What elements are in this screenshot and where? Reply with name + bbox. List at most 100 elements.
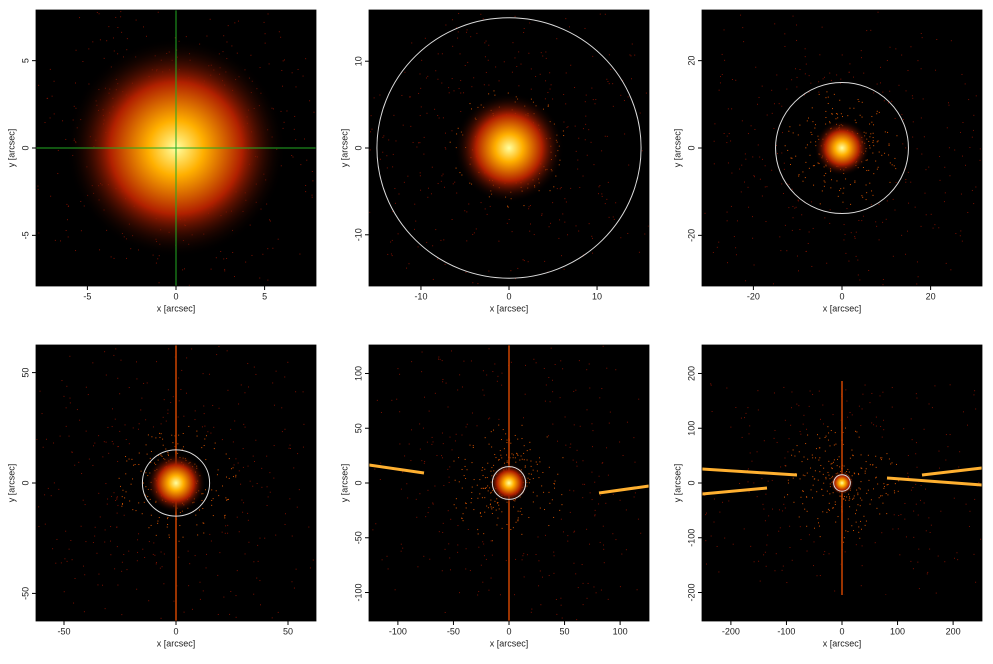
noise-pixel [209, 18, 211, 20]
noise-pixel [247, 519, 249, 521]
noise-pixel [973, 553, 975, 555]
noise-pixel [855, 544, 857, 546]
noise-pixel [731, 172, 733, 174]
noise-pixel [825, 478, 827, 480]
noise-pixel [831, 468, 833, 470]
noise-pixel [601, 388, 603, 390]
noise-pixel [592, 446, 594, 448]
noise-pixel [711, 411, 713, 413]
noise-pixel [799, 526, 801, 528]
noise-pixel [885, 594, 887, 596]
noise-pixel [779, 527, 781, 529]
noise-pixel [853, 530, 855, 532]
noise-pixel [786, 582, 788, 584]
noise-pixel [427, 187, 429, 189]
noise-pixel [586, 528, 588, 530]
noise-pixel [116, 498, 118, 500]
noise-pixel [42, 446, 44, 448]
noise-pixel [791, 559, 793, 561]
noise-pixel [529, 205, 531, 207]
noise-pixel [578, 137, 580, 139]
noise-pixel [205, 489, 207, 491]
noise-pixel [236, 570, 238, 572]
noise-pixel [203, 405, 205, 407]
noise-pixel [230, 428, 232, 430]
noise-pixel [235, 474, 237, 476]
noise-pixel [471, 462, 473, 464]
noise-pixel [221, 439, 223, 441]
noise-pixel [415, 220, 417, 222]
noise-pixel [606, 198, 608, 200]
noise-pixel [759, 156, 761, 158]
noise-pixel [395, 140, 397, 142]
noise-pixel [565, 18, 567, 20]
noise-pixel [73, 602, 75, 604]
noise-pixel [644, 233, 646, 235]
noise-pixel [238, 531, 240, 533]
noise-pixel [506, 523, 508, 525]
noise-pixel [478, 591, 480, 593]
noise-pixel [891, 406, 893, 408]
noise-pixel [455, 167, 457, 169]
noise-pixel [432, 503, 434, 505]
noise-pixel [587, 582, 589, 584]
noise-pixel [399, 411, 401, 413]
noise-pixel [267, 279, 269, 281]
noise-pixel [483, 394, 485, 396]
noise-pixel [521, 458, 523, 460]
noise-pixel [888, 144, 890, 146]
noise-pixel [915, 393, 917, 395]
noise-pixel [884, 152, 886, 154]
noise-pixel [211, 499, 213, 501]
noise-pixel [206, 35, 208, 37]
noise-pixel [379, 478, 381, 480]
noise-pixel [858, 531, 860, 533]
noise-pixel [937, 555, 939, 557]
noise-pixel [434, 108, 436, 110]
noise-pixel [807, 243, 809, 245]
noise-pixel [457, 389, 459, 391]
noise-pixel [500, 454, 502, 456]
noise-pixel [457, 37, 459, 39]
noise-pixel [411, 42, 413, 44]
noise-pixel [87, 394, 89, 396]
noise-pixel [862, 393, 864, 395]
noise-pixel [253, 366, 255, 368]
noise-pixel [861, 565, 863, 567]
noise-pixel [514, 278, 516, 280]
noise-pixel [910, 418, 912, 420]
noise-pixel [975, 186, 977, 188]
noise-pixel [493, 464, 495, 466]
noise-pixel [529, 22, 531, 24]
noise-pixel [589, 543, 591, 545]
noise-pixel [889, 181, 891, 183]
noise-pixel [741, 120, 743, 122]
noise-pixel [819, 54, 821, 56]
noise-pixel [482, 474, 484, 476]
noise-pixel [907, 472, 909, 474]
noise-pixel [465, 548, 467, 550]
noise-pixel [524, 393, 526, 395]
diffraction-streak [921, 466, 983, 477]
noise-pixel [638, 251, 640, 253]
noise-pixel [64, 558, 66, 560]
noise-pixel [834, 432, 836, 434]
noise-pixel [456, 192, 458, 194]
noise-pixel [793, 501, 795, 503]
noise-pixel [829, 72, 831, 74]
noise-pixel [50, 495, 52, 497]
noise-pixel [797, 134, 799, 136]
noise-pixel [799, 431, 801, 433]
noise-pixel [804, 177, 806, 179]
noise-pixel [545, 384, 547, 386]
noise-pixel [878, 497, 880, 499]
noise-pixel [155, 437, 157, 439]
noise-pixel [570, 187, 572, 189]
noise-pixel [792, 477, 794, 479]
noise-pixel [563, 268, 565, 270]
noise-pixel [723, 29, 725, 31]
noise-pixel [256, 577, 258, 579]
noise-pixel [167, 409, 169, 411]
noise-pixel [813, 478, 815, 480]
noise-pixel [784, 457, 786, 459]
